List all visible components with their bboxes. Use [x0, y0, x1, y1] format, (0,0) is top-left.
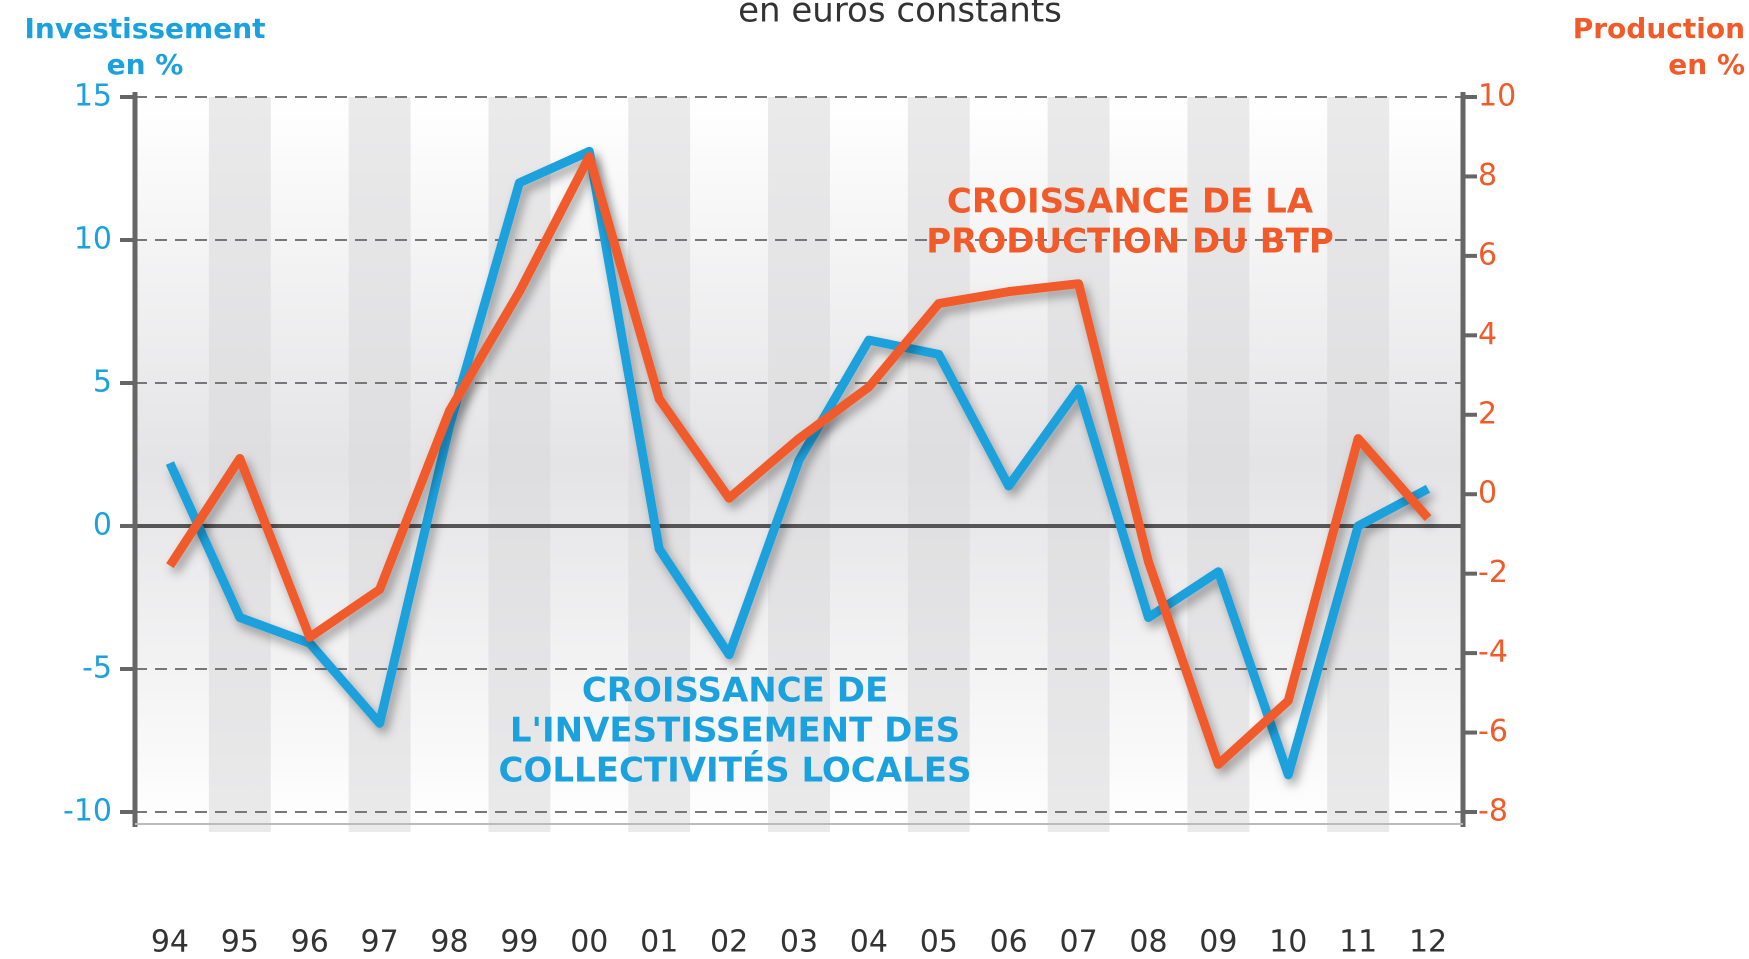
column-band	[907, 97, 970, 832]
y-axis-label: Investissement	[24, 12, 265, 45]
y-tick-label: 15	[74, 79, 112, 114]
y2-tick-label: -4	[1478, 635, 1508, 670]
y2-axis-label: Production	[1573, 12, 1745, 45]
y-tick-label: -5	[82, 651, 112, 686]
column-band	[628, 97, 691, 832]
series-line	[166, 152, 1432, 769]
x-tick-label: 94	[151, 925, 189, 959]
y2-tick-label: 2	[1478, 396, 1497, 431]
x-tick-label: 07	[1059, 925, 1097, 959]
x-tick-label: 10	[1269, 925, 1307, 959]
x-tick-label: 09	[1199, 925, 1237, 959]
x-tick-label: 00	[570, 925, 608, 959]
column-band	[488, 97, 551, 832]
x-tick-label: 08	[1129, 925, 1167, 959]
y2-tick-label: -8	[1478, 794, 1508, 829]
x-tick-label: 97	[361, 925, 399, 959]
annotation: CROISSANCE DE	[582, 671, 888, 711]
y-tick-label: 5	[93, 365, 112, 400]
x-tick-label: 06	[990, 925, 1028, 959]
y2-axis-label: en %	[1668, 48, 1745, 81]
x-tick-label: 11	[1339, 925, 1377, 959]
series-line	[165, 146, 1431, 780]
x-tick-label: 98	[430, 925, 468, 959]
chart-title: en euros constants	[738, 0, 1062, 31]
annotation: COLLECTIVITÉS LOCALES	[499, 750, 972, 791]
x-tick-label: 03	[780, 925, 818, 959]
y2-tick-label: 8	[1478, 158, 1497, 193]
y-tick-label: -10	[63, 794, 112, 829]
x-tick-label: 04	[850, 925, 888, 959]
x-tick-label: 95	[221, 925, 259, 959]
x-tick-label: 96	[291, 925, 329, 959]
x-tick-label: 02	[710, 925, 748, 959]
annotation: CROISSANCE DE LA	[947, 182, 1314, 222]
annotation: L'INVESTISSEMENT DES	[510, 711, 960, 751]
y-tick-label: 10	[74, 222, 112, 257]
x-tick-label: 99	[500, 925, 538, 959]
y2-tick-label: 6	[1478, 237, 1497, 272]
y2-tick-label: 4	[1478, 317, 1497, 352]
x-tick-label: 01	[640, 925, 678, 959]
annotation: PRODUCTION DU BTP	[926, 222, 1334, 262]
x-tick-label: 12	[1409, 925, 1447, 959]
y2-tick-label: 0	[1478, 476, 1497, 511]
x-tick-label: 05	[920, 925, 958, 959]
y-axis-label: en %	[107, 48, 184, 81]
y2-tick-label: -2	[1478, 555, 1508, 590]
y2-tick-label: 10	[1478, 79, 1516, 114]
y2-tick-label: -6	[1478, 714, 1508, 749]
y-tick-label: 0	[93, 508, 112, 543]
